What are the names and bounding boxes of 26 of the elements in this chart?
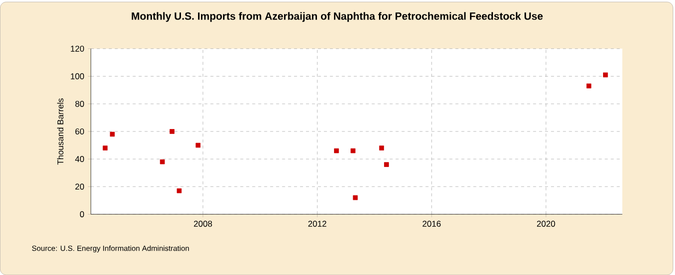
point [586, 83, 592, 88]
point [110, 132, 115, 137]
y-tick-label: 60 [75, 128, 84, 134]
point [379, 146, 384, 150]
y-tick-label: 0 [80, 211, 84, 218]
point [196, 142, 200, 148]
point [170, 129, 174, 134]
y-tick-label: 20 [75, 184, 84, 190]
point [384, 162, 389, 167]
y-axis-title: Thousand Barrels [57, 98, 64, 165]
point [102, 146, 108, 150]
chart-title: Monthly U.S. Imports from Azerbaijan of Naphtha for Petrochemical Feedstock Use [132, 12, 543, 22]
point [176, 188, 182, 194]
point [334, 148, 339, 154]
x-tick-label: 2008 [194, 220, 212, 227]
x-tick-label: 2016 [422, 220, 441, 227]
y-tick-label: 80 [75, 100, 84, 107]
point [350, 148, 356, 154]
x-tick-label: 2020 [536, 220, 556, 227]
point [160, 159, 165, 164]
y-tick-label: 40 [75, 156, 84, 162]
x-tick-label: 2012 [308, 220, 326, 227]
y-tick-label: 120 [70, 46, 84, 52]
y-tick-label: 100 [70, 73, 84, 80]
point [603, 72, 608, 78]
point [352, 195, 358, 200]
